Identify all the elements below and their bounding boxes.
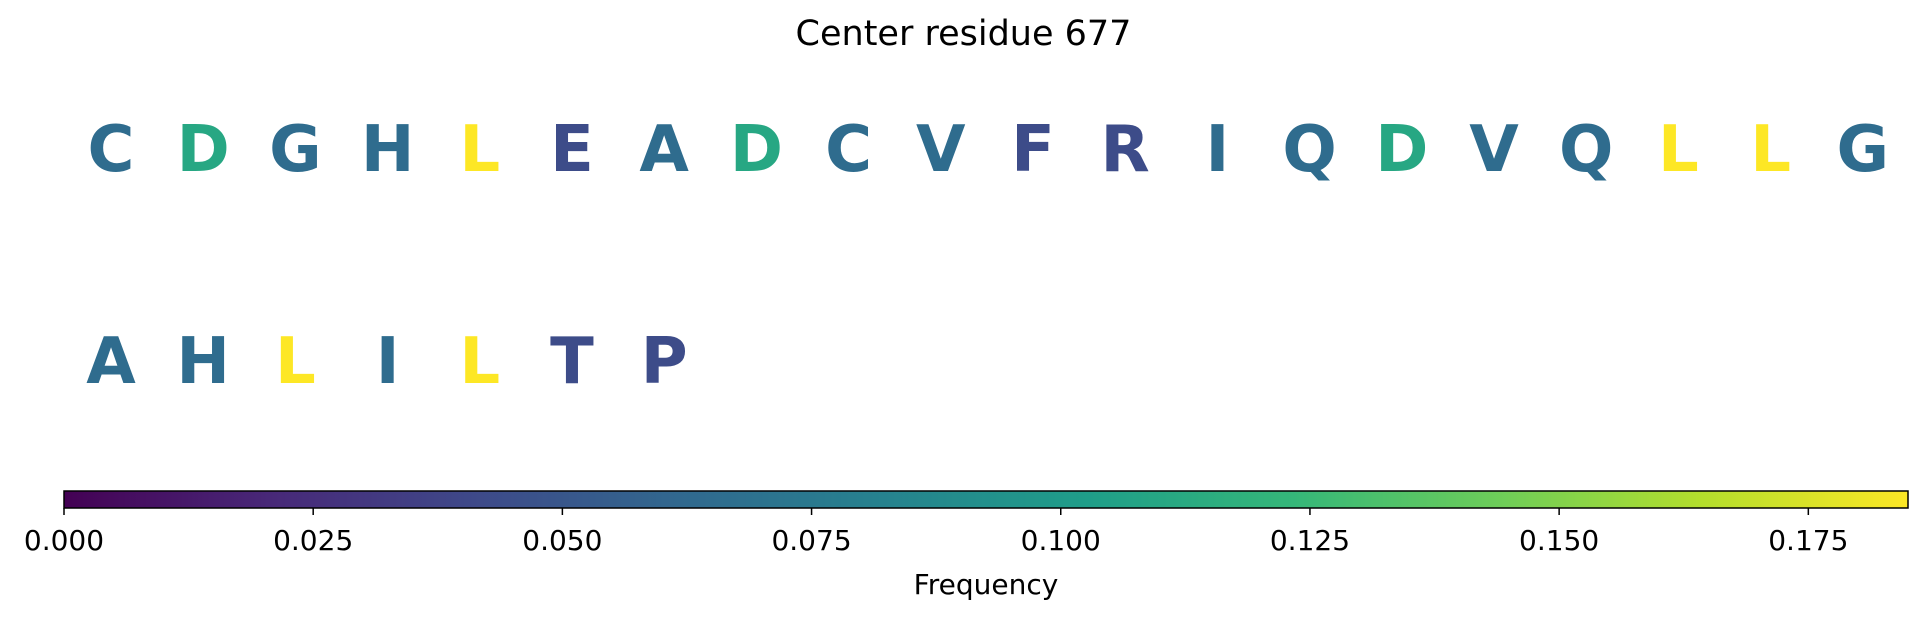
residue-letter: V — [916, 113, 966, 187]
residue-letter: H — [361, 113, 415, 187]
residue-letter: A — [639, 113, 689, 187]
residue-letter: H — [176, 325, 230, 399]
residue-letter: T — [550, 325, 594, 399]
residue-letter: I — [376, 325, 400, 399]
colorbar-label: Frequency — [914, 568, 1059, 601]
residue-letter: Q — [1282, 113, 1336, 187]
residue-letter: D — [730, 113, 783, 187]
residue-letter: G — [1837, 113, 1890, 187]
residue-letter: E — [550, 113, 594, 187]
frequency-colorbar: 0.000 0.025 0.050 0.075 0.100 0.125 0.150 0.175… — [24, 490, 1909, 601]
residue-letter: C — [825, 113, 872, 187]
colorbar-tick-label: 0.100 — [1021, 524, 1101, 557]
colorbar-tick-label: 0.000 — [24, 524, 104, 557]
residue-letter: P — [641, 325, 688, 399]
residue-letter: D — [177, 113, 230, 187]
residue-logo: C D G H L E A D C V F R I Q D V Q L L GA H L I L T P — [86, 113, 1890, 399]
residue-letter: Q — [1559, 113, 1613, 187]
residue-letter: L — [459, 113, 500, 187]
residue-letter: V — [1469, 113, 1519, 187]
colorbar-tick-label: 0.075 — [771, 524, 851, 557]
residue-letter: F — [1011, 113, 1055, 187]
colorbar-tick-label: 0.150 — [1519, 524, 1599, 557]
residue-letter: A — [86, 325, 136, 399]
residue-letter: D — [1375, 113, 1428, 187]
colorbar-gradient — [63, 490, 1909, 509]
residue-letter: L — [1750, 113, 1791, 187]
residue-letter: L — [275, 325, 316, 399]
residue-letter: I — [1205, 113, 1229, 187]
residue-letter: L — [1658, 113, 1699, 187]
residue-letter: R — [1101, 113, 1150, 187]
colorbar-tick-label: 0.175 — [1768, 524, 1848, 557]
residue-letter: L — [459, 325, 500, 399]
residue-letter: C — [88, 113, 135, 187]
colorbar-tick-label: 0.025 — [273, 524, 353, 557]
colorbar-tick-label: 0.050 — [522, 524, 602, 557]
colorbar-tick-label: 0.125 — [1270, 524, 1350, 557]
chart-title: Center residue 677 — [795, 14, 1132, 54]
residue-letter: G — [269, 113, 322, 187]
